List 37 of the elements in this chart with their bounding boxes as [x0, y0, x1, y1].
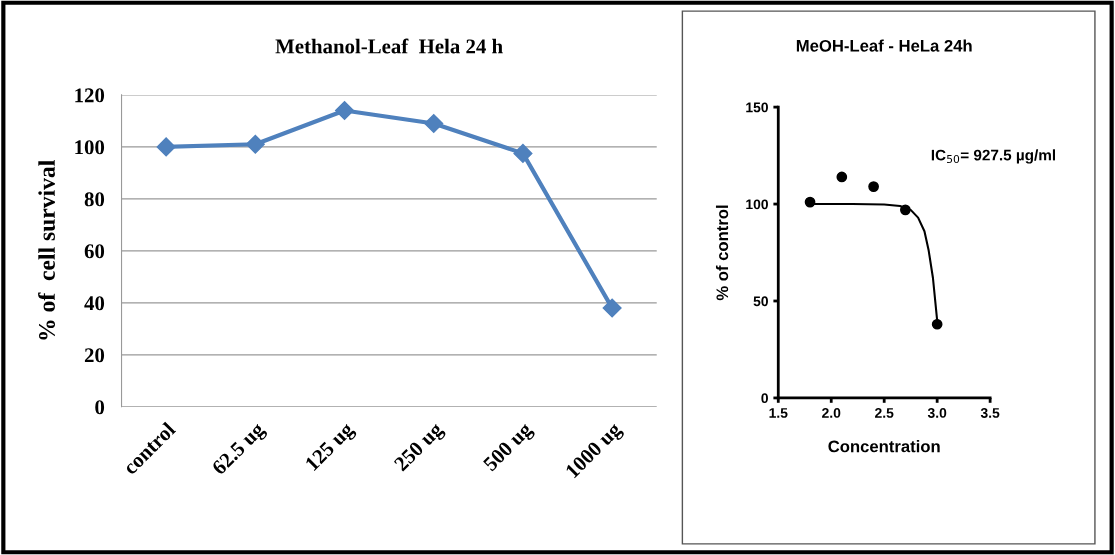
point — [424, 113, 444, 134]
point — [804, 196, 816, 208]
point — [931, 318, 943, 330]
y-tick-label: 100 — [75, 140, 105, 155]
point — [900, 204, 911, 216]
y-tick-label: 60 — [84, 244, 105, 259]
x-tick-label: 250 ug — [393, 421, 447, 475]
point — [245, 134, 265, 154]
point — [868, 181, 879, 192]
x-tick-label: 62.5 ug — [211, 421, 269, 479]
point — [602, 298, 622, 318]
y-tick-label: 150 — [746, 102, 768, 113]
y-tick-label: 80 — [84, 192, 105, 207]
point — [156, 137, 176, 157]
y-tick-label: 20 — [84, 348, 105, 363]
x-tick-label: 3.5 — [980, 408, 1000, 418]
y-tick-label: 0 — [761, 393, 768, 404]
annotation: IC$_{50}$= 927.5 µg/ml — [931, 149, 1056, 164]
y-tick-label: 0 — [95, 400, 105, 415]
point — [513, 143, 533, 163]
x-axis-title: Concentration — [828, 440, 940, 453]
y-axis-title: % of cell survival — [38, 160, 56, 340]
x-tick-label: 2.5 — [875, 408, 894, 418]
y-axis-title: % of control — [715, 205, 729, 301]
point — [335, 100, 355, 121]
chart-title: Methanol-Leaf Hela 24 h — [275, 38, 503, 54]
x-tick-label: 2.0 — [822, 408, 841, 418]
y-tick-label: 120 — [75, 88, 105, 103]
x-tick-label: 3.0 — [927, 408, 947, 418]
point — [836, 171, 848, 183]
y-tick-label: 100 — [746, 199, 768, 210]
y-tick-label: 40 — [84, 296, 105, 311]
x-tick-label: 500 ug — [482, 421, 537, 475]
y-tick-label: 50 — [753, 296, 768, 307]
chart-title: MeOH-Leaf - HeLa 24h — [796, 39, 972, 52]
x-tick-label: 1.5 — [769, 408, 788, 418]
x-tick-label: 125 ug — [304, 421, 358, 475]
